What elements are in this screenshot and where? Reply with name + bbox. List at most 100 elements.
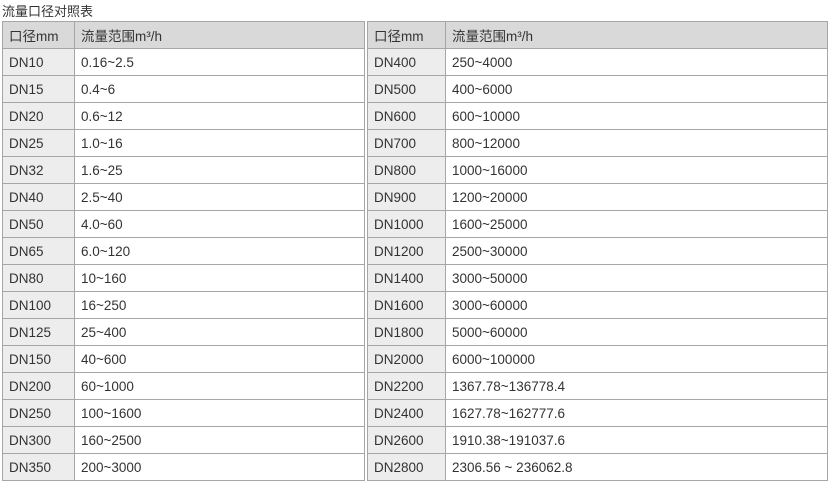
diameter-cell: DN300: [2, 426, 75, 454]
flow-range-cell: 2306.56 ~ 236062.8: [445, 453, 828, 481]
flow-range-cell: 3000~50000: [445, 264, 828, 292]
diameter-cell: DN10: [2, 48, 75, 76]
table-row: DN900 1200~20000: [367, 183, 828, 211]
diameter-cell: DN20: [2, 102, 75, 130]
diameter-cell: DN600: [367, 102, 446, 130]
diameter-cell: DN2000: [367, 345, 446, 373]
table-row: DN2000 6000~100000: [367, 345, 828, 373]
table-row: DN1000 1600~25000: [367, 210, 828, 238]
table-row: DN80 10~160: [2, 264, 365, 292]
diameter-cell: DN32: [2, 156, 75, 184]
diameter-cell: DN2600: [367, 426, 446, 454]
diameter-cell: DN350: [2, 453, 75, 481]
diameter-cell: DN800: [367, 156, 446, 184]
table-row: DN25 1.0~16: [2, 129, 365, 157]
flow-range-cell: 600~10000: [445, 102, 828, 130]
table-row: DN2400 1627.78~162777.6: [367, 399, 828, 427]
table-row: DN50 4.0~60: [2, 210, 365, 238]
table-row: DN250 100~1600: [2, 399, 365, 427]
flow-range-cell: 5000~60000: [445, 318, 828, 346]
table-row: DN2800 2306.56 ~ 236062.8: [367, 453, 828, 481]
table-row: DN2600 1910.38~191037.6: [367, 426, 828, 454]
flow-range-cell: 0.4~6: [74, 75, 365, 103]
flow-range-cell: 1367.78~136778.4: [445, 372, 828, 400]
flow-range-cell: 40~600: [74, 345, 365, 373]
flow-range-cell: 800~12000: [445, 129, 828, 157]
diameter-cell: DN15: [2, 75, 75, 103]
diameter-cell: DN50: [2, 210, 75, 238]
diameter-cell: DN2400: [367, 399, 446, 427]
table-row: DN10 0.16~2.5: [2, 48, 365, 76]
diameter-cell: DN250: [2, 399, 75, 427]
diameter-cell: DN150: [2, 345, 75, 373]
table-row: DN2200 1367.78~136778.4: [367, 372, 828, 400]
flow-range-cell: 200~3000: [74, 453, 365, 481]
flow-range-cell: 4.0~60: [74, 210, 365, 238]
diameter-cell: DN2800: [367, 453, 446, 481]
table-row: DN1200 2500~30000: [367, 237, 828, 265]
table-row: DN800 1000~16000: [367, 156, 828, 184]
diameter-cell: DN900: [367, 183, 446, 211]
flow-range-column-header: 流量范围m³/h: [74, 21, 365, 49]
diameter-cell: DN1800: [367, 318, 446, 346]
flow-range-column-header: 流量范围m³/h: [445, 21, 828, 49]
flow-range-cell: 100~1600: [74, 399, 365, 427]
diameter-cell: DN1200: [367, 237, 446, 265]
table-row: DN400 250~4000: [367, 48, 828, 76]
flow-range-cell: 60~1000: [74, 372, 365, 400]
table-row: DN300 160~2500: [2, 426, 365, 454]
table-row: DN150 40~600: [2, 345, 365, 373]
table-row: DN600 600~10000: [367, 102, 828, 130]
diameter-cell: DN1000: [367, 210, 446, 238]
flow-range-cell: 25~400: [74, 318, 365, 346]
flow-range-cell: 10~160: [74, 264, 365, 292]
diameter-column-header: 口径mm: [2, 21, 75, 49]
diameter-cell: DN2200: [367, 372, 446, 400]
flow-diameter-table-left: 口径mm 流量范围m³/h DN10 0.16~2.5 DN15 0.4~6 DN20 0…: [2, 21, 365, 481]
table-row: DN100 16~250: [2, 291, 365, 319]
table-row: DN500 400~6000: [367, 75, 828, 103]
flow-range-cell: 0.6~12: [74, 102, 365, 130]
diameter-cell: DN1400: [367, 264, 446, 292]
table-header-row: 口径mm 流量范围m³/h: [367, 21, 828, 49]
flow-range-cell: 1910.38~191037.6: [445, 426, 828, 454]
flow-range-cell: 3000~60000: [445, 291, 828, 319]
diameter-cell: DN100: [2, 291, 75, 319]
diameter-cell: DN125: [2, 318, 75, 346]
table-row: DN40 2.5~40: [2, 183, 365, 211]
diameter-cell: DN40: [2, 183, 75, 211]
table-row: DN1800 5000~60000: [367, 318, 828, 346]
diameter-cell: DN25: [2, 129, 75, 157]
flow-range-cell: 250~4000: [445, 48, 828, 76]
flow-range-cell: 1200~20000: [445, 183, 828, 211]
flow-range-cell: 6000~100000: [445, 345, 828, 373]
page-title: 流量口径对照表: [2, 4, 94, 19]
table-body: DN10 0.16~2.5 DN15 0.4~6 DN20 0.6~12 DN25 1.0~1…: [2, 48, 365, 481]
table-row: DN350 200~3000: [2, 453, 365, 481]
flow-range-cell: 1.6~25: [74, 156, 365, 184]
diameter-cell: DN500: [367, 75, 446, 103]
table-row: DN15 0.4~6: [2, 75, 365, 103]
flow-range-cell: 1600~25000: [445, 210, 828, 238]
table-row: DN700 800~12000: [367, 129, 828, 157]
table-header-row: 口径mm 流量范围m³/h: [2, 21, 365, 49]
flow-range-cell: 6.0~120: [74, 237, 365, 265]
flow-range-cell: 1627.78~162777.6: [445, 399, 828, 427]
flow-diameter-table-right: 口径mm 流量范围m³/h DN400 250~4000 DN500 400~6000…: [367, 21, 828, 481]
flow-range-cell: 16~250: [74, 291, 365, 319]
diameter-cell: DN200: [2, 372, 75, 400]
table-row: DN200 60~1000: [2, 372, 365, 400]
diameter-cell: DN65: [2, 237, 75, 265]
diameter-cell: DN700: [367, 129, 446, 157]
tables-container: 口径mm 流量范围m³/h DN10 0.16~2.5 DN15 0.4~6 DN20 0…: [0, 21, 830, 481]
table-row: DN65 6.0~120: [2, 237, 365, 265]
flow-range-cell: 2.5~40: [74, 183, 365, 211]
flow-range-cell: 400~6000: [445, 75, 828, 103]
flow-range-cell: 160~2500: [74, 426, 365, 454]
flow-range-cell: 1000~16000: [445, 156, 828, 184]
diameter-column-header: 口径mm: [367, 21, 446, 49]
diameter-cell: DN1600: [367, 291, 446, 319]
table-row: DN1600 3000~60000: [367, 291, 828, 319]
flow-range-cell: 1.0~16: [74, 129, 365, 157]
table-body: DN400 250~4000 DN500 400~6000 DN600 600~10000…: [367, 48, 828, 481]
